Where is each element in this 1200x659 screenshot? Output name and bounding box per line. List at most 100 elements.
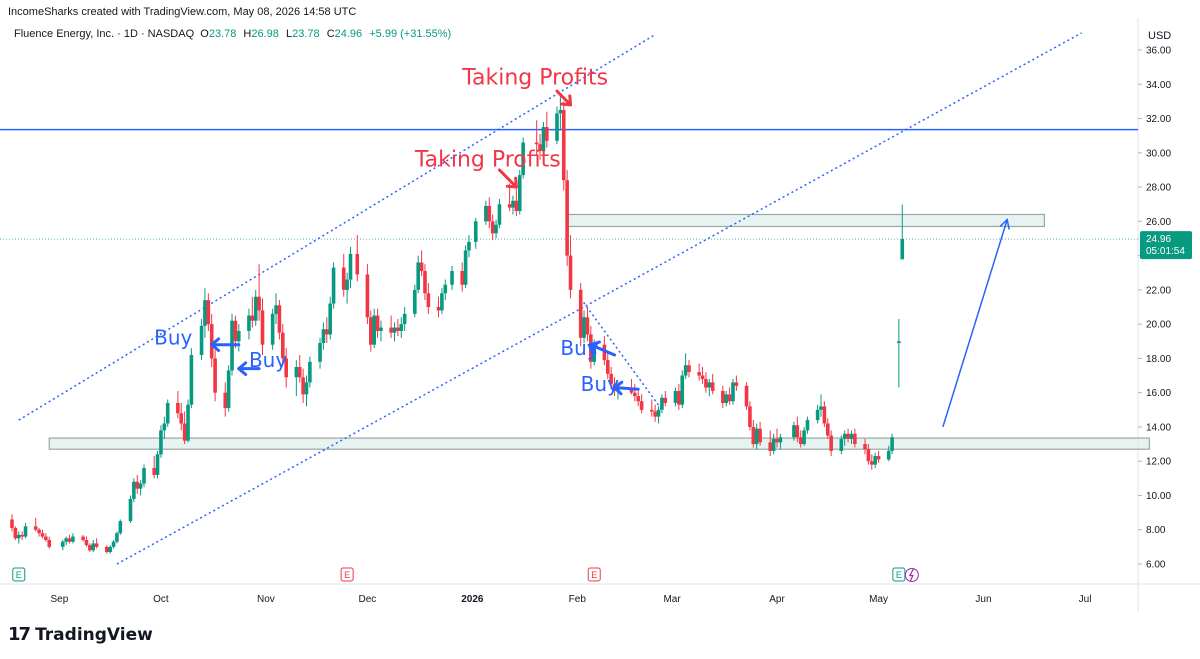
time-tick-label: May (869, 594, 888, 605)
bar-countdown: 05:01:54 (1146, 246, 1185, 257)
candle-down (568, 235, 573, 299)
taking-profits-label: Taking Profits (461, 65, 608, 90)
candle-body (758, 428, 762, 443)
candle-down (209, 313, 214, 367)
price-tick-label: 8.00 (1146, 525, 1166, 536)
candle-body (721, 390, 725, 403)
candle-up (656, 406, 661, 424)
profit-arrow (555, 89, 573, 107)
close-label: C (326, 28, 335, 40)
candle-body (16, 534, 21, 539)
candle-down (284, 348, 288, 388)
candle-body (754, 428, 759, 445)
earnings-icon (340, 567, 354, 582)
candle-up (372, 308, 376, 349)
candle-body (778, 437, 783, 443)
candle-body (744, 385, 749, 407)
candle-body (775, 438, 779, 443)
candle-down (710, 373, 715, 395)
candle-up (467, 235, 471, 258)
earnings-icon (12, 567, 26, 582)
candle-body (277, 305, 282, 333)
candle-down (325, 317, 329, 343)
candle-down (182, 411, 187, 445)
arrow-head (613, 380, 624, 396)
candle-down (277, 300, 282, 340)
candle-body (768, 442, 773, 451)
candle-body (111, 541, 116, 547)
candle-body (284, 358, 288, 378)
candle-up (23, 522, 28, 539)
candle-body (680, 375, 685, 405)
candle-up (778, 433, 783, 450)
candle-up (304, 375, 309, 407)
candle-down (426, 283, 431, 314)
candle-body (301, 377, 305, 395)
candle-body (639, 401, 644, 410)
candle-down (578, 283, 583, 347)
candle-body (213, 358, 217, 393)
candle-body (697, 372, 701, 376)
candle-down (565, 169, 569, 266)
candle-up (558, 94, 563, 131)
candle-body (348, 253, 353, 280)
candle-body (155, 454, 160, 475)
symbol-legend: Fluence Energy, Inc. · 1D · NASDAQ O23.7… (14, 28, 455, 40)
candle-down (863, 438, 867, 455)
candle-up (142, 464, 146, 487)
candle-body (734, 382, 739, 386)
candle-body (423, 271, 427, 294)
candle-body (443, 284, 448, 294)
candle-down (81, 534, 85, 542)
candle-up (802, 426, 806, 446)
candle-body (897, 341, 901, 343)
candle-up (162, 416, 167, 439)
arrow-head (237, 361, 248, 376)
candle-up (673, 387, 678, 407)
candle-body (846, 433, 850, 439)
candle-up (484, 200, 488, 225)
candle-body (331, 267, 336, 304)
candle-up (541, 121, 546, 155)
candle-up (494, 219, 498, 239)
candle-down (436, 296, 441, 318)
candle-up (849, 430, 854, 445)
tradingview-logo[interactable]: 17 TradingView (8, 624, 153, 645)
candle-body (341, 267, 346, 290)
candle-down (179, 402, 184, 431)
candle-down (639, 394, 644, 414)
candle-body (44, 536, 48, 541)
candle-body (328, 303, 332, 335)
candle-body (802, 430, 806, 445)
candle-down (20, 531, 24, 541)
candle-up (497, 199, 502, 229)
candle-body (751, 426, 756, 445)
candle-body (511, 200, 515, 208)
candle-down (649, 399, 654, 417)
projection-arrow-line (942, 219, 1008, 428)
currency-label[interactable]: USD (1148, 30, 1172, 42)
candle-body (792, 425, 796, 438)
candle-body (142, 468, 146, 484)
candle-body (379, 327, 383, 331)
candle-up (805, 416, 810, 434)
buy-label: Buy (581, 372, 619, 396)
price-tick-label: 18.00 (1146, 354, 1171, 365)
close-value: 24.96 (334, 28, 363, 40)
candle-down (876, 450, 881, 463)
candle-body (399, 324, 404, 331)
candle-down (369, 310, 373, 352)
candle-down (419, 250, 424, 277)
candle-down (866, 444, 871, 465)
candle-down (744, 382, 749, 410)
candle-body (159, 430, 163, 455)
candle-up (511, 195, 515, 215)
candle-up (517, 169, 522, 215)
candle-body (605, 360, 610, 374)
candle-body (677, 390, 681, 405)
candle-body (226, 370, 231, 409)
candle-body (81, 536, 85, 541)
candle-body (565, 180, 569, 256)
